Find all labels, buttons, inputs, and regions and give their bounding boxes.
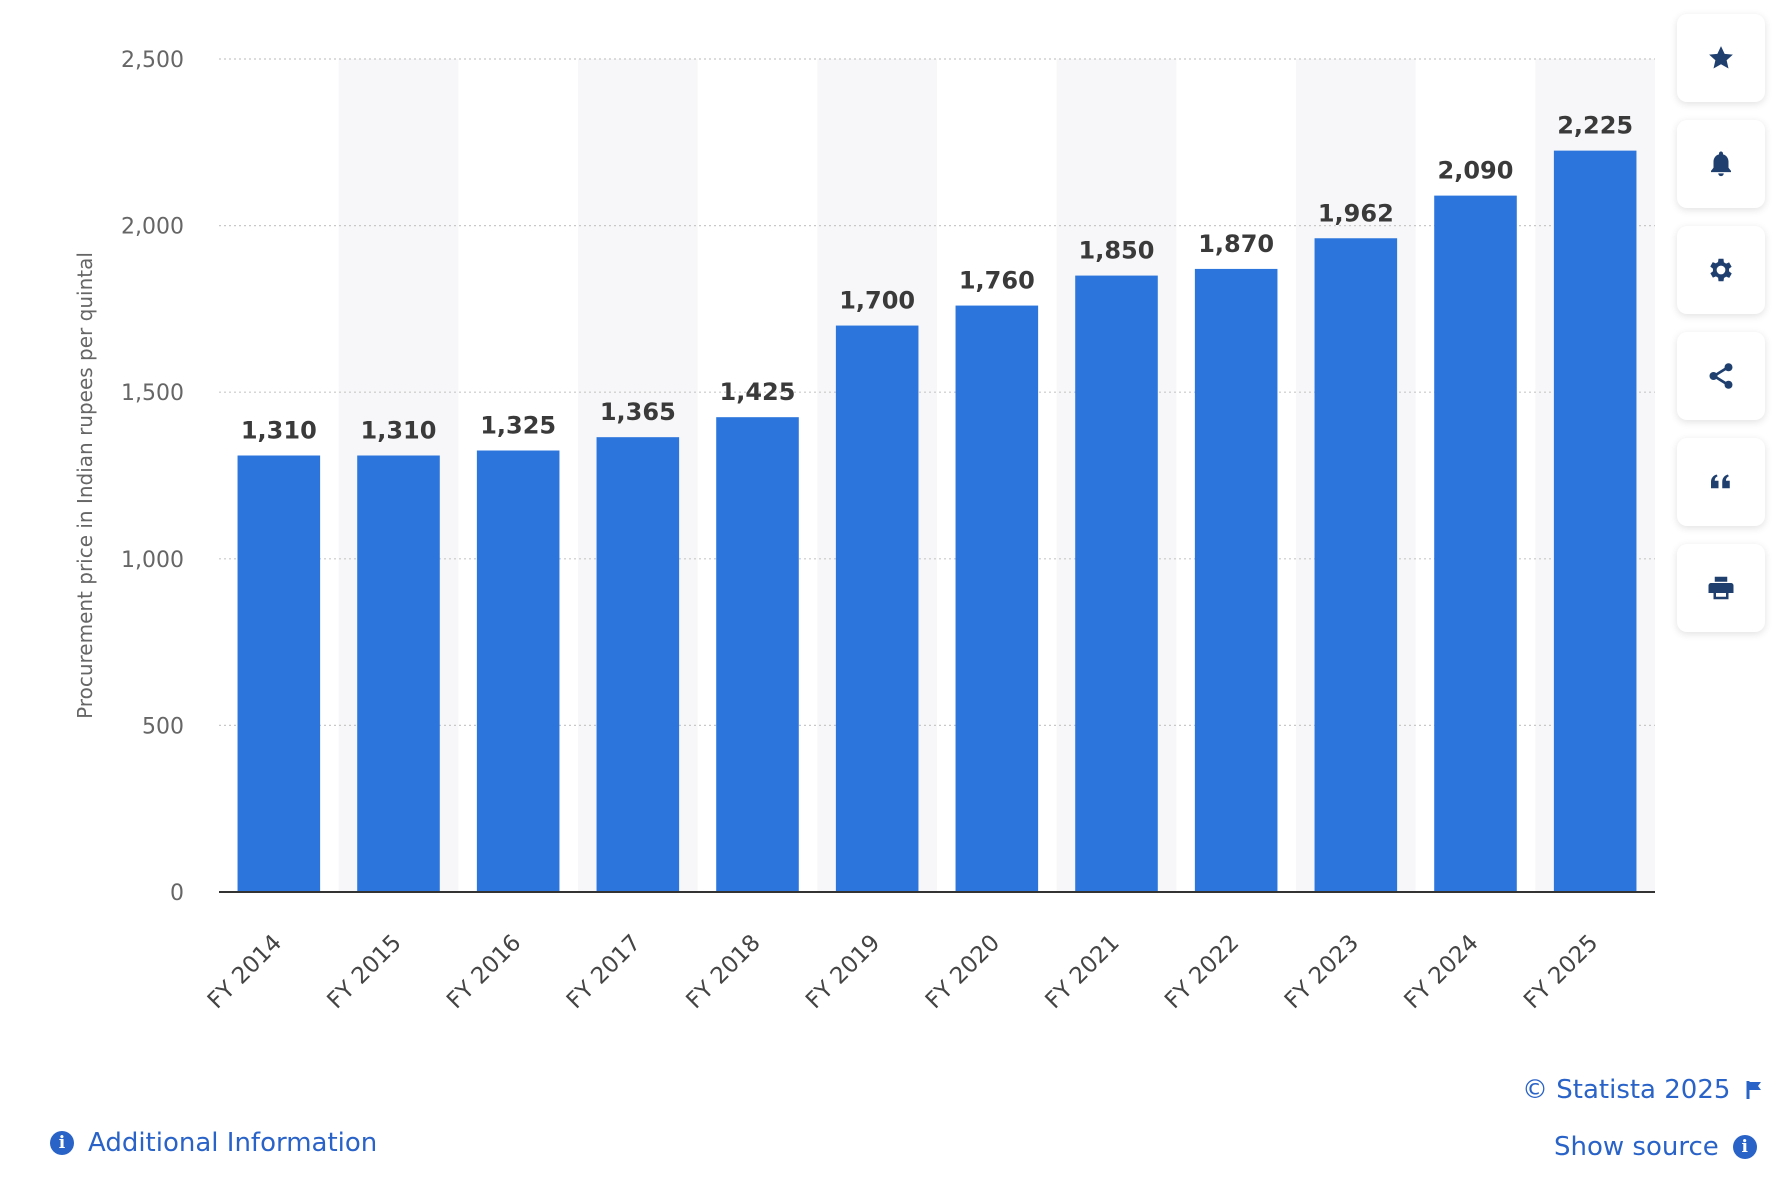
data-label: 1,325 [480, 412, 556, 440]
bar[interactable] [716, 417, 799, 892]
quote-icon [1706, 467, 1736, 497]
notification-button[interactable] [1677, 120, 1765, 208]
data-label: 1,850 [1079, 237, 1155, 265]
bar[interactable] [1075, 275, 1158, 893]
copyright-text: © Statista 2025 [1522, 1075, 1731, 1105]
bars [237, 150, 1637, 893]
x-axis-labels: FY 2014 FY 2015 FY 2016 FY 2017 FY 2018 FY 20… [203, 930, 1604, 1014]
data-label: 1,310 [241, 417, 317, 445]
bar[interactable] [476, 450, 560, 892]
data-label: 2,225 [1557, 112, 1633, 140]
y-axis-ticks: 0 500 1,000 1,500 2,000 2,500 [121, 48, 184, 906]
x-tick-label: FY 2025 [1519, 930, 1603, 1014]
favorite-button[interactable] [1677, 14, 1765, 102]
share-icon [1706, 361, 1736, 391]
x-tick-label: FY 2014 [203, 930, 287, 1014]
share-button[interactable] [1677, 332, 1765, 420]
x-tick-label: FY 2023 [1280, 930, 1364, 1014]
show-source-link[interactable]: Show source i [1554, 1132, 1757, 1162]
gridlines [219, 58, 1655, 727]
data-label: 1,310 [361, 417, 437, 445]
x-tick-label: FY 2016 [442, 930, 526, 1014]
x-tick-label: FY 2017 [562, 930, 646, 1014]
cite-button[interactable] [1677, 438, 1765, 526]
bar[interactable] [1314, 238, 1398, 892]
copyright-link[interactable]: © Statista 2025 [1522, 1075, 1764, 1105]
y-tick-label: 2,000 [121, 215, 184, 240]
x-tick-label: FY 2018 [682, 930, 766, 1014]
x-tick-label: FY 2024 [1400, 930, 1484, 1014]
bar[interactable] [1434, 195, 1517, 892]
additional-information-link[interactable]: i Additional Information [50, 1128, 377, 1158]
bar[interactable] [357, 455, 440, 892]
x-tick-label: FY 2015 [323, 930, 407, 1014]
data-label: 1,962 [1318, 199, 1394, 227]
flag-icon [1746, 1080, 1764, 1100]
bar[interactable] [835, 325, 919, 892]
print-button[interactable] [1677, 544, 1765, 632]
settings-button[interactable] [1677, 226, 1765, 314]
x-tick-label: FY 2020 [921, 930, 1005, 1014]
data-label: 1,700 [839, 287, 915, 315]
x-tick-label: FY 2021 [1041, 930, 1125, 1014]
bell-icon [1706, 149, 1736, 179]
bar[interactable] [596, 437, 680, 892]
x-tick-label: FY 2019 [801, 930, 885, 1014]
data-label: 1,870 [1198, 230, 1274, 258]
y-tick-label: 0 [170, 881, 184, 906]
data-label: 1,365 [600, 398, 676, 426]
data-label: 1,760 [959, 267, 1035, 295]
bar[interactable] [1553, 150, 1637, 892]
y-tick-label: 1,000 [121, 548, 184, 573]
info-icon: i [1732, 1135, 1757, 1159]
print-icon [1706, 573, 1736, 603]
y-tick-label: 2,500 [121, 48, 184, 73]
y-tick-label: 1,500 [121, 381, 184, 406]
data-labels: 1,310 1,310 1,325 1,365 1,425 1,700 1,760 1,850… [241, 112, 1633, 445]
x-tick-label: FY 2022 [1160, 930, 1244, 1014]
bar[interactable] [1194, 268, 1278, 892]
y-axis-title: Procurement price in Indian rupees per q… [73, 252, 97, 719]
bar[interactable] [955, 305, 1039, 892]
bar[interactable] [237, 455, 321, 892]
star-icon [1706, 43, 1736, 73]
data-label: 1,425 [720, 378, 796, 406]
y-tick-label: 500 [142, 714, 184, 739]
gear-icon [1706, 255, 1736, 285]
show-source-text: Show source [1554, 1132, 1719, 1162]
info-icon: i [50, 1131, 74, 1155]
data-label: 2,090 [1438, 157, 1514, 185]
additional-information-text: Additional Information [88, 1128, 378, 1158]
